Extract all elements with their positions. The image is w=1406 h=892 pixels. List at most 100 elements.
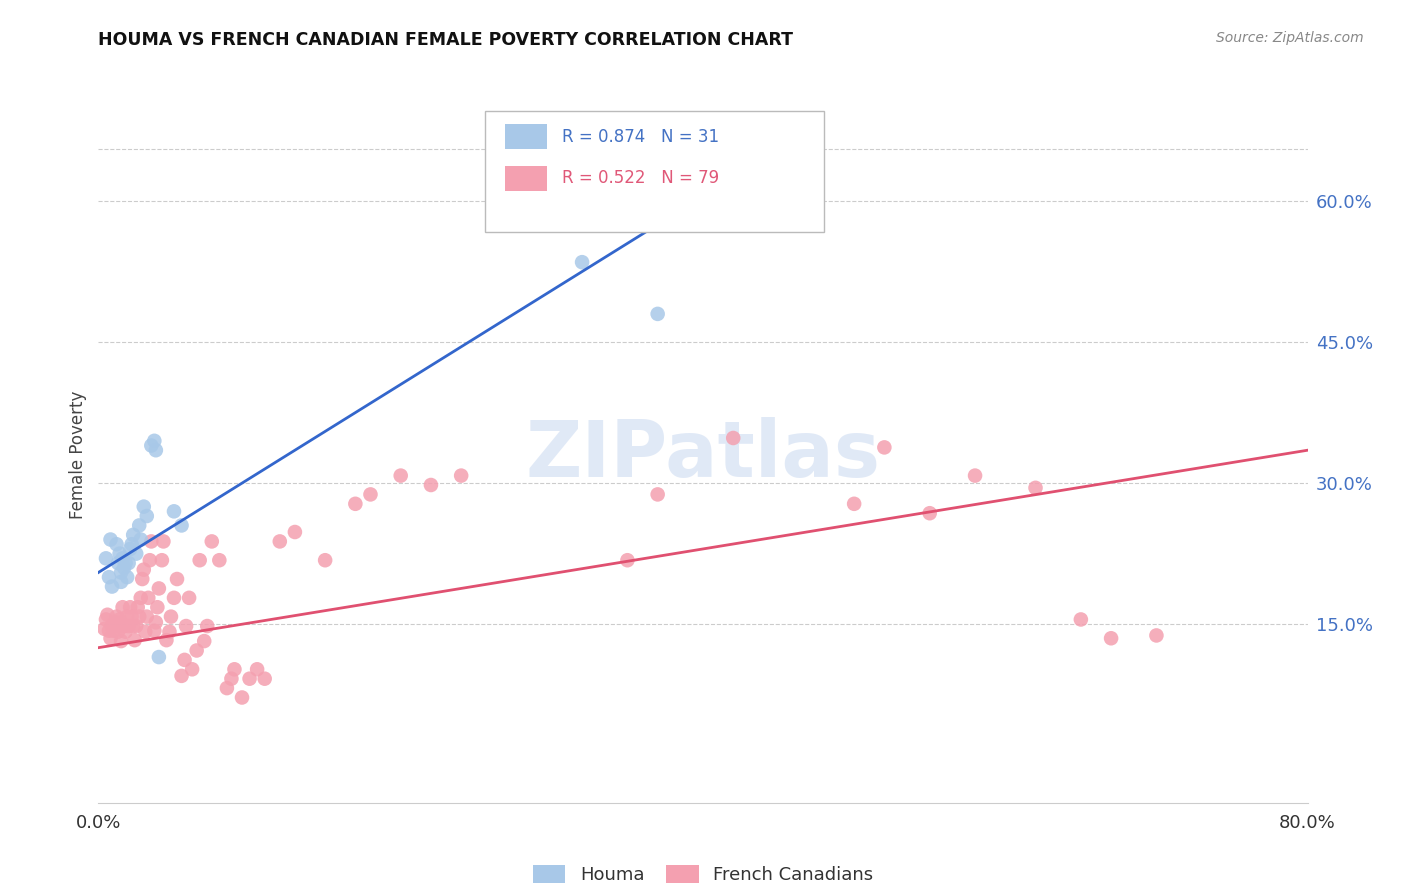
Point — [132, 500, 155, 514]
Point — [163, 591, 186, 605]
Point — [148, 650, 170, 665]
Point — [239, 672, 262, 686]
Point — [120, 600, 142, 615]
Point — [360, 487, 382, 501]
Point — [647, 307, 669, 321]
Point — [1024, 481, 1046, 495]
Point — [120, 541, 142, 556]
Point — [965, 468, 987, 483]
Point — [170, 669, 193, 683]
Point — [101, 580, 124, 594]
Point — [344, 497, 367, 511]
Point — [420, 478, 443, 492]
Point — [112, 619, 135, 633]
Point — [128, 609, 150, 624]
Point — [131, 572, 153, 586]
Point — [188, 553, 211, 567]
Point — [152, 534, 174, 549]
Point — [100, 632, 122, 646]
Point — [108, 619, 131, 633]
Point — [1099, 632, 1122, 646]
Point — [94, 551, 117, 566]
Point — [873, 441, 896, 455]
Text: Source: ZipAtlas.com: Source: ZipAtlas.com — [1216, 31, 1364, 45]
Point — [98, 624, 121, 638]
Point — [128, 518, 150, 533]
Point — [110, 566, 132, 580]
Point — [124, 633, 146, 648]
Point — [135, 609, 157, 624]
Point — [122, 619, 145, 633]
Point — [163, 504, 186, 518]
Point — [201, 534, 224, 549]
Point — [112, 560, 135, 574]
Point — [141, 534, 163, 549]
Point — [844, 497, 866, 511]
Point — [134, 624, 156, 639]
Point — [707, 180, 730, 194]
Point — [193, 634, 215, 648]
Point — [215, 681, 238, 695]
Text: ZIPatlas: ZIPatlas — [526, 417, 880, 493]
FancyBboxPatch shape — [505, 166, 547, 191]
Point — [159, 624, 181, 639]
Point — [94, 612, 117, 626]
Point — [129, 533, 152, 547]
Point — [115, 570, 138, 584]
Point — [129, 591, 152, 605]
Point — [148, 582, 170, 596]
Point — [208, 553, 231, 567]
Point — [107, 624, 129, 639]
Point — [110, 574, 132, 589]
Point — [174, 619, 197, 633]
Point — [100, 533, 122, 547]
Point — [918, 506, 941, 520]
Text: R = 0.874   N = 31: R = 0.874 N = 31 — [561, 128, 718, 145]
FancyBboxPatch shape — [505, 125, 547, 149]
Point — [115, 609, 138, 624]
Point — [1144, 628, 1167, 642]
Point — [136, 591, 159, 605]
Y-axis label: Female Poverty: Female Poverty — [69, 391, 87, 519]
Text: R = 0.522   N = 79: R = 0.522 N = 79 — [561, 169, 718, 187]
Point — [143, 434, 166, 448]
Point — [114, 556, 136, 570]
Point — [195, 619, 218, 633]
Point — [1070, 612, 1092, 626]
Point — [145, 615, 167, 630]
Point — [723, 431, 745, 445]
Point — [139, 553, 162, 567]
Point — [253, 672, 276, 686]
Point — [118, 619, 141, 633]
Point — [103, 624, 125, 638]
Point — [389, 468, 412, 483]
Point — [111, 551, 134, 566]
Point — [135, 509, 157, 524]
Point — [181, 662, 204, 676]
Point — [98, 570, 121, 584]
Point — [122, 528, 145, 542]
Point — [150, 553, 173, 567]
Point — [104, 615, 127, 630]
Point — [125, 547, 148, 561]
Point — [110, 634, 132, 648]
Point — [231, 690, 253, 705]
Point — [173, 653, 195, 667]
Point — [284, 524, 307, 539]
Point — [179, 591, 201, 605]
Point — [93, 622, 115, 636]
Legend: Houma, French Canadians: Houma, French Canadians — [526, 857, 880, 891]
Point — [166, 572, 188, 586]
Point — [111, 600, 134, 615]
Point — [101, 619, 124, 633]
Point — [132, 563, 155, 577]
Point — [221, 672, 243, 686]
Point — [105, 609, 128, 624]
Point — [114, 624, 136, 639]
Point — [647, 487, 669, 501]
Point — [141, 438, 163, 452]
Point — [118, 556, 141, 570]
Point — [108, 547, 131, 561]
Point — [246, 662, 269, 676]
Point — [146, 600, 169, 615]
